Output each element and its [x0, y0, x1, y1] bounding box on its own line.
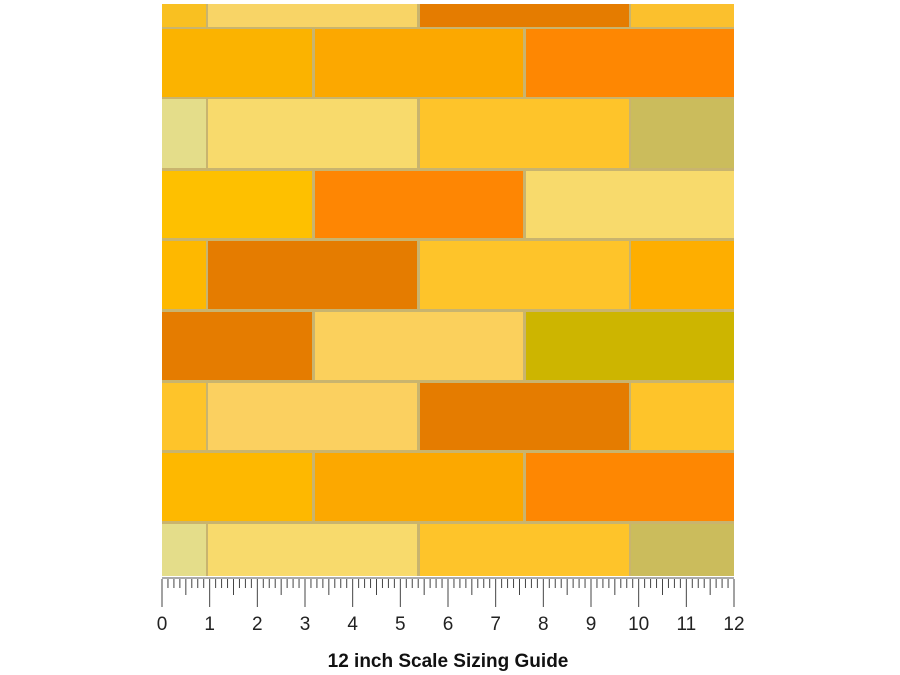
brick	[162, 99, 206, 168]
brick	[420, 383, 629, 450]
ruler: 0 1 2 3 4 5 6 7 8 9 10 11 12	[157, 577, 745, 635]
brick	[631, 4, 734, 27]
ruler-label: 3	[300, 614, 311, 635]
brick	[315, 171, 523, 238]
brick	[208, 99, 417, 168]
brick	[420, 99, 629, 168]
brick	[631, 524, 734, 576]
brick	[420, 241, 629, 309]
ruler-label: 5	[395, 614, 406, 635]
ruler-label: 10	[628, 614, 649, 635]
brick	[526, 171, 734, 238]
brick	[162, 383, 206, 450]
brick	[420, 4, 629, 27]
brick	[631, 241, 734, 309]
brick	[315, 312, 523, 380]
brick	[162, 312, 312, 380]
caption: 12 inch Scale Sizing Guide	[328, 651, 569, 672]
brick	[631, 383, 734, 450]
ruler-label: 4	[347, 614, 358, 635]
brick	[208, 383, 417, 450]
brick	[526, 453, 734, 521]
ruler-label: 12	[723, 614, 744, 635]
brick	[162, 524, 206, 576]
brick	[631, 99, 734, 168]
brick	[420, 524, 629, 576]
ruler-label: 11	[676, 614, 696, 635]
brick-pattern	[162, 4, 734, 576]
brick	[162, 4, 206, 27]
brick	[315, 453, 523, 521]
brick	[315, 29, 523, 97]
ruler-label: 1	[204, 614, 215, 635]
ruler-label: 9	[586, 614, 597, 635]
brick	[526, 312, 734, 380]
brick	[208, 4, 417, 27]
ruler-label: 6	[443, 614, 454, 635]
brick	[162, 29, 312, 97]
ruler-label: 8	[538, 614, 549, 635]
brick	[208, 524, 417, 576]
brick	[162, 453, 312, 521]
brick	[162, 171, 312, 238]
brick	[208, 241, 417, 309]
brick	[162, 241, 206, 309]
brick	[526, 29, 734, 97]
ruler-label: 7	[490, 614, 501, 635]
ruler-label: 2	[252, 614, 263, 635]
ruler-label: 0	[157, 614, 168, 635]
